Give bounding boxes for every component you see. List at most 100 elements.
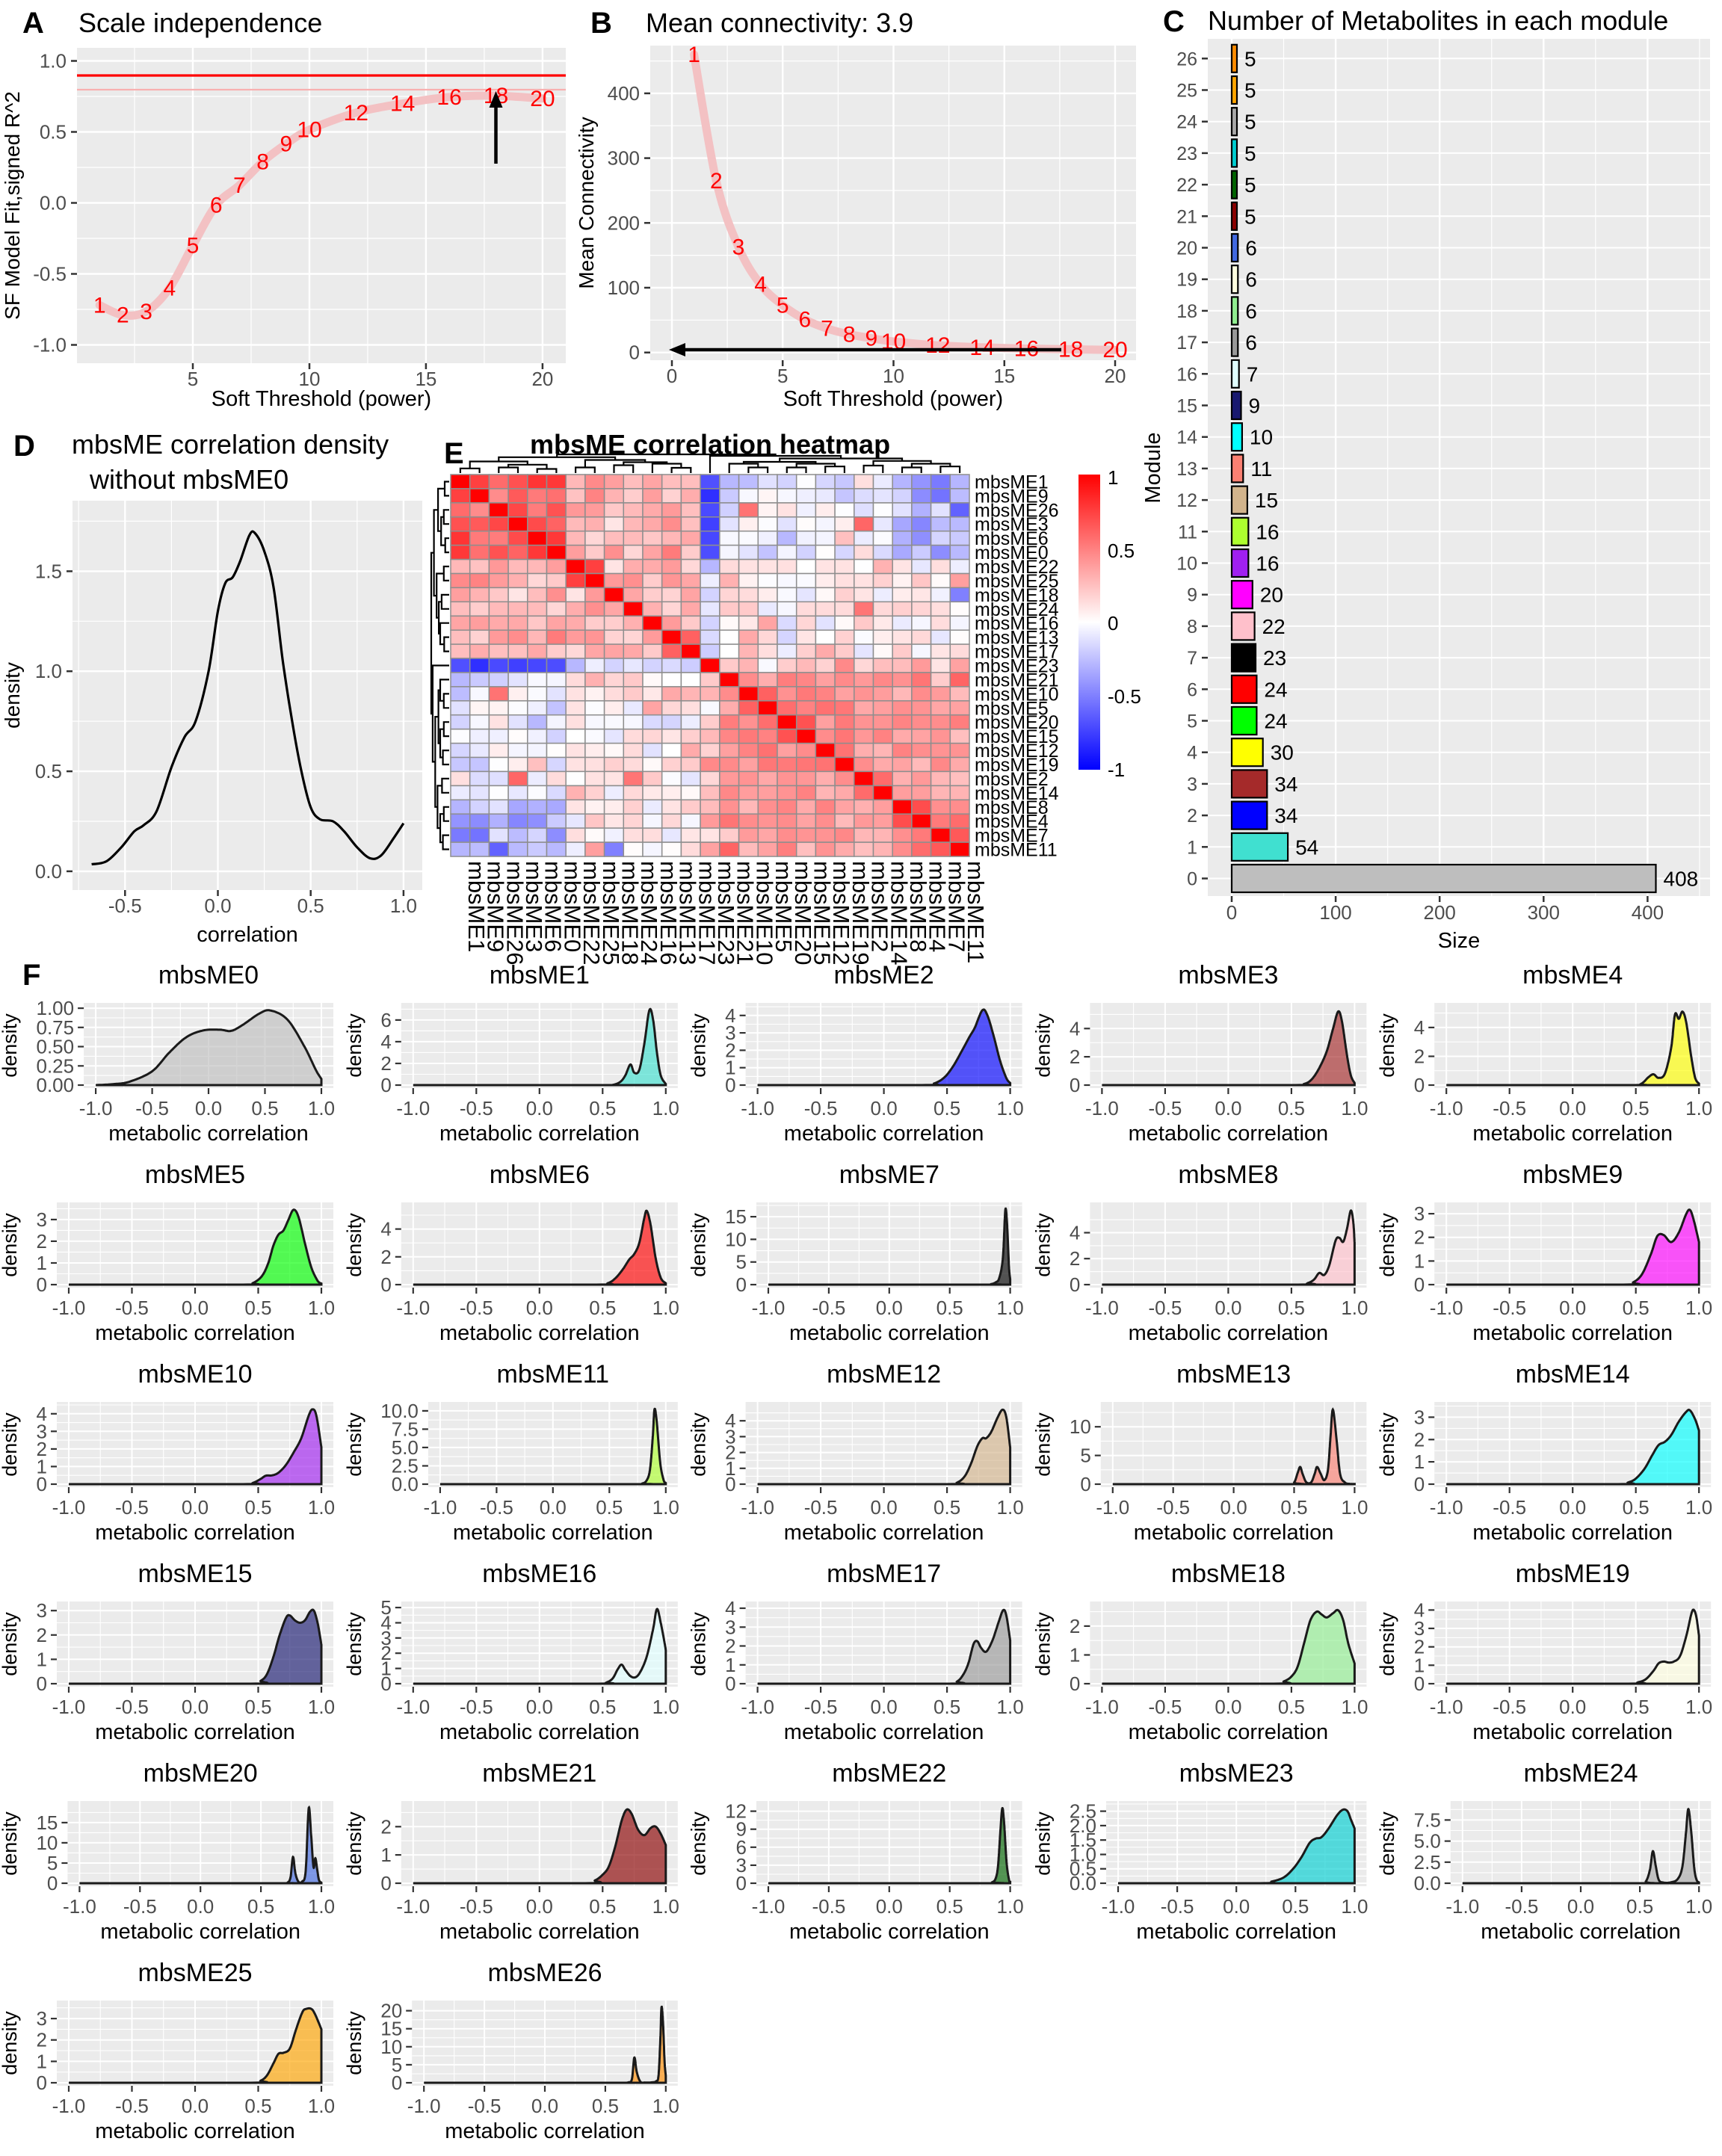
svg-text:4: 4 <box>725 1409 735 1432</box>
svg-text:density: density <box>1031 1213 1054 1277</box>
svg-text:0.5: 0.5 <box>1108 540 1135 562</box>
svg-text:metabolic correlation: metabolic correlation <box>1472 1521 1673 1545</box>
svg-text:12: 12 <box>925 333 950 358</box>
svg-text:0: 0 <box>1414 1074 1425 1096</box>
svg-text:-0.5: -0.5 <box>460 1297 493 1319</box>
svg-text:0: 0 <box>667 365 677 387</box>
svg-text:-0.5: -0.5 <box>1156 1496 1190 1519</box>
svg-text:1.0: 1.0 <box>1070 1844 1096 1866</box>
svg-text:2: 2 <box>37 2029 47 2051</box>
svg-text:0.5: 0.5 <box>936 1297 963 1319</box>
svg-text:2.0: 2.0 <box>1070 1814 1096 1837</box>
svg-text:0.5: 0.5 <box>933 1696 960 1718</box>
svg-text:13: 13 <box>1176 459 1197 480</box>
svg-text:0.0: 0.0 <box>1215 1297 1241 1319</box>
svg-text:10: 10 <box>883 365 904 387</box>
svg-text:-0.5: -0.5 <box>1148 1696 1182 1718</box>
svg-text:10: 10 <box>1250 426 1273 449</box>
svg-text:mbsME14: mbsME14 <box>975 783 1059 804</box>
svg-text:1: 1 <box>37 2050 47 2072</box>
svg-text:15: 15 <box>1255 489 1278 512</box>
svg-text:1: 1 <box>380 1844 391 1866</box>
svg-text:mbsME13: mbsME13 <box>975 628 1059 649</box>
svg-text:7: 7 <box>821 317 833 342</box>
svg-text:mbsME17: mbsME17 <box>975 642 1059 663</box>
svg-text:6: 6 <box>1187 679 1197 700</box>
svg-text:density: density <box>1376 1811 1398 1876</box>
svg-text:6: 6 <box>380 1009 391 1031</box>
svg-text:300: 300 <box>1528 901 1560 924</box>
svg-text:6: 6 <box>1245 300 1257 323</box>
svg-text:16: 16 <box>1176 364 1197 385</box>
svg-text:0.0: 0.0 <box>871 1696 898 1718</box>
svg-text:1.0: 1.0 <box>997 1097 1024 1119</box>
svg-text:mbsME2: mbsME2 <box>834 961 934 989</box>
svg-text:mbsME4: mbsME4 <box>1522 961 1623 989</box>
svg-text:mbsME16: mbsME16 <box>975 614 1059 634</box>
svg-text:mbsME10: mbsME10 <box>138 1360 252 1389</box>
svg-text:1.0: 1.0 <box>1341 1496 1368 1519</box>
svg-text:-1.0: -1.0 <box>396 1696 430 1718</box>
svg-text:0.0: 0.0 <box>531 2095 558 2117</box>
svg-text:0.0: 0.0 <box>1567 1895 1594 1918</box>
svg-text:0: 0 <box>1070 1273 1080 1296</box>
svg-text:0: 0 <box>37 1672 47 1695</box>
svg-text:3: 3 <box>736 1854 747 1877</box>
svg-text:0: 0 <box>725 1473 735 1495</box>
svg-text:4: 4 <box>380 1218 391 1241</box>
svg-text:-0.5: -0.5 <box>468 2095 502 2117</box>
svg-text:metabolic correlation: metabolic correlation <box>439 1720 640 1744</box>
svg-text:14: 14 <box>969 336 994 360</box>
svg-text:5: 5 <box>392 2054 402 2076</box>
svg-text:-0.5: -0.5 <box>115 2095 149 2117</box>
svg-text:mbsME13: mbsME13 <box>675 861 701 966</box>
svg-text:mbsME19: mbsME19 <box>848 861 874 966</box>
svg-text:-0.5: -0.5 <box>135 1097 169 1119</box>
svg-text:24: 24 <box>1176 112 1197 133</box>
svg-text:F: F <box>22 959 40 992</box>
svg-text:1.0: 1.0 <box>997 1895 1024 1918</box>
svg-text:0.0: 0.0 <box>40 192 67 214</box>
svg-text:2.5: 2.5 <box>1414 1851 1441 1874</box>
svg-text:0.25: 0.25 <box>36 1054 74 1077</box>
svg-text:Number of Metabolites in each: Number of Metabolites in each module <box>1208 5 1668 36</box>
svg-text:mbsME7: mbsME7 <box>943 861 969 952</box>
svg-text:1: 1 <box>725 1457 735 1480</box>
svg-text:0.0: 0.0 <box>1559 1097 1586 1119</box>
svg-text:mbsME5: mbsME5 <box>975 698 1049 719</box>
svg-text:1.0: 1.0 <box>1341 1297 1368 1319</box>
svg-text:-0.5: -0.5 <box>460 1097 493 1119</box>
svg-text:mbsME2: mbsME2 <box>867 861 893 952</box>
svg-text:metabolic correlation: metabolic correlation <box>95 1720 295 1744</box>
svg-text:0.5: 0.5 <box>1278 1696 1305 1718</box>
svg-text:metabolic correlation: metabolic correlation <box>445 2119 645 2143</box>
svg-text:0: 0 <box>392 2072 402 2094</box>
svg-text:0.5: 0.5 <box>244 2095 271 2117</box>
svg-text:25: 25 <box>1176 81 1197 102</box>
svg-text:mbsME0: mbsME0 <box>158 961 259 989</box>
svg-text:8: 8 <box>256 149 269 174</box>
svg-text:11: 11 <box>1178 522 1197 543</box>
svg-text:1: 1 <box>1108 466 1118 489</box>
svg-text:-1.0: -1.0 <box>1085 1097 1119 1119</box>
svg-text:200: 200 <box>1424 901 1456 924</box>
svg-text:0.5: 0.5 <box>244 1297 271 1319</box>
svg-text:metabolic correlation: metabolic correlation <box>453 1521 653 1545</box>
svg-text:4: 4 <box>380 1612 391 1634</box>
svg-text:metabolic correlation: metabolic correlation <box>789 1321 990 1345</box>
svg-text:6: 6 <box>1245 331 1257 354</box>
svg-text:21: 21 <box>1176 206 1197 227</box>
svg-text:0.5: 0.5 <box>1070 1858 1096 1880</box>
svg-text:B: B <box>590 7 612 40</box>
svg-text:20: 20 <box>1260 584 1283 607</box>
svg-text:density: density <box>0 1811 21 1876</box>
svg-text:10: 10 <box>380 2036 402 2058</box>
svg-text:18: 18 <box>1058 337 1083 362</box>
svg-text:Module: Module <box>1141 432 1165 503</box>
svg-text:mbsME10: mbsME10 <box>975 684 1059 705</box>
svg-text:-1.0: -1.0 <box>52 1297 86 1319</box>
svg-text:2: 2 <box>725 1039 735 1061</box>
svg-text:0: 0 <box>725 1074 735 1096</box>
svg-text:4: 4 <box>1414 1016 1425 1039</box>
svg-text:3: 3 <box>37 2007 47 2030</box>
